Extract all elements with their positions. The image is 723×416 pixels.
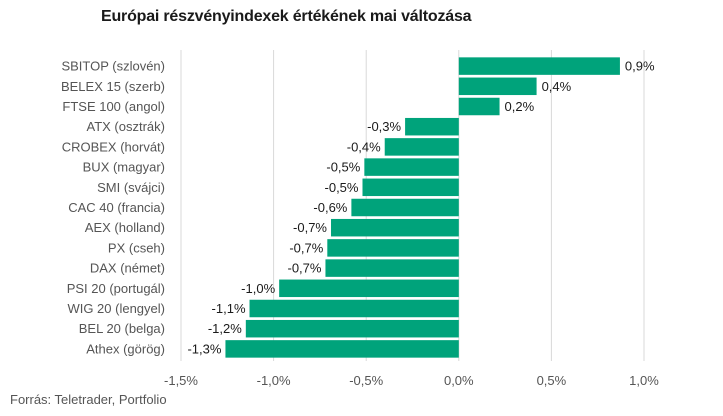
bar: [364, 158, 459, 176]
bar: [327, 239, 459, 257]
x-tick-label: -0,5%: [349, 373, 383, 388]
category-label: DAX (német): [90, 261, 165, 276]
x-tick-label: 0,5%: [537, 373, 567, 388]
data-label: -0,7%: [289, 240, 323, 255]
data-label: -0,7%: [287, 261, 321, 276]
data-label: 0,4%: [542, 79, 572, 94]
bar: [279, 279, 459, 298]
data-label: -0,5%: [325, 180, 359, 195]
data-label: 0,2%: [505, 99, 535, 114]
data-label: 0,9%: [625, 59, 655, 74]
category-label: FTSE 100 (angol): [62, 99, 165, 114]
category-label: CAC 40 (francia): [68, 200, 165, 215]
bar: [351, 198, 459, 217]
data-label: -1,0%: [241, 281, 275, 296]
data-label: -0,4%: [347, 139, 381, 154]
category-label: CROBEX (horvát): [62, 139, 165, 154]
data-label: -0,6%: [313, 200, 347, 215]
data-label: -1,1%: [212, 301, 246, 316]
category-label: WIG 20 (lengyel): [67, 301, 165, 316]
source-note: Forrás: Teletrader, Portfolio: [10, 392, 167, 407]
category-label: SMI (svájci): [97, 180, 165, 195]
data-label: -1,2%: [208, 321, 242, 336]
category-label: ATX (osztrák): [87, 119, 166, 134]
x-tick-label: 1,0%: [629, 373, 659, 388]
bar: [405, 117, 459, 136]
category-label: AEX (holland): [85, 220, 165, 235]
chart-title: Európai részvényindexek értékének mai vá…: [101, 8, 472, 25]
bar: [325, 259, 459, 277]
bar: [458, 97, 500, 116]
x-tick-label: 0,0%: [444, 373, 474, 388]
category-label: PSI 20 (portugál): [67, 281, 165, 296]
data-label: -0,3%: [367, 119, 401, 134]
bar: [331, 218, 459, 237]
data-label: -0,7%: [293, 220, 327, 235]
category-label: BEL 20 (belga): [79, 321, 165, 336]
bar: [249, 299, 459, 318]
category-label: BELEX 15 (szerb): [61, 79, 165, 94]
data-label: -0,5%: [326, 160, 360, 175]
data-label: -1,3%: [187, 341, 221, 356]
x-tick-label: -1,5%: [164, 373, 198, 388]
bar: [362, 178, 459, 197]
x-tick-label: -1,0%: [257, 373, 291, 388]
bar: [458, 77, 537, 96]
category-label: BUX (magyar): [83, 160, 165, 175]
bar: [384, 138, 459, 156]
bar: [225, 340, 459, 358]
category-label: Athex (görög): [86, 341, 165, 356]
category-label: PX (cseh): [108, 240, 165, 255]
category-label: SBITOP (szlovén): [61, 59, 165, 74]
bar: [458, 57, 620, 75]
bar: [245, 319, 459, 338]
